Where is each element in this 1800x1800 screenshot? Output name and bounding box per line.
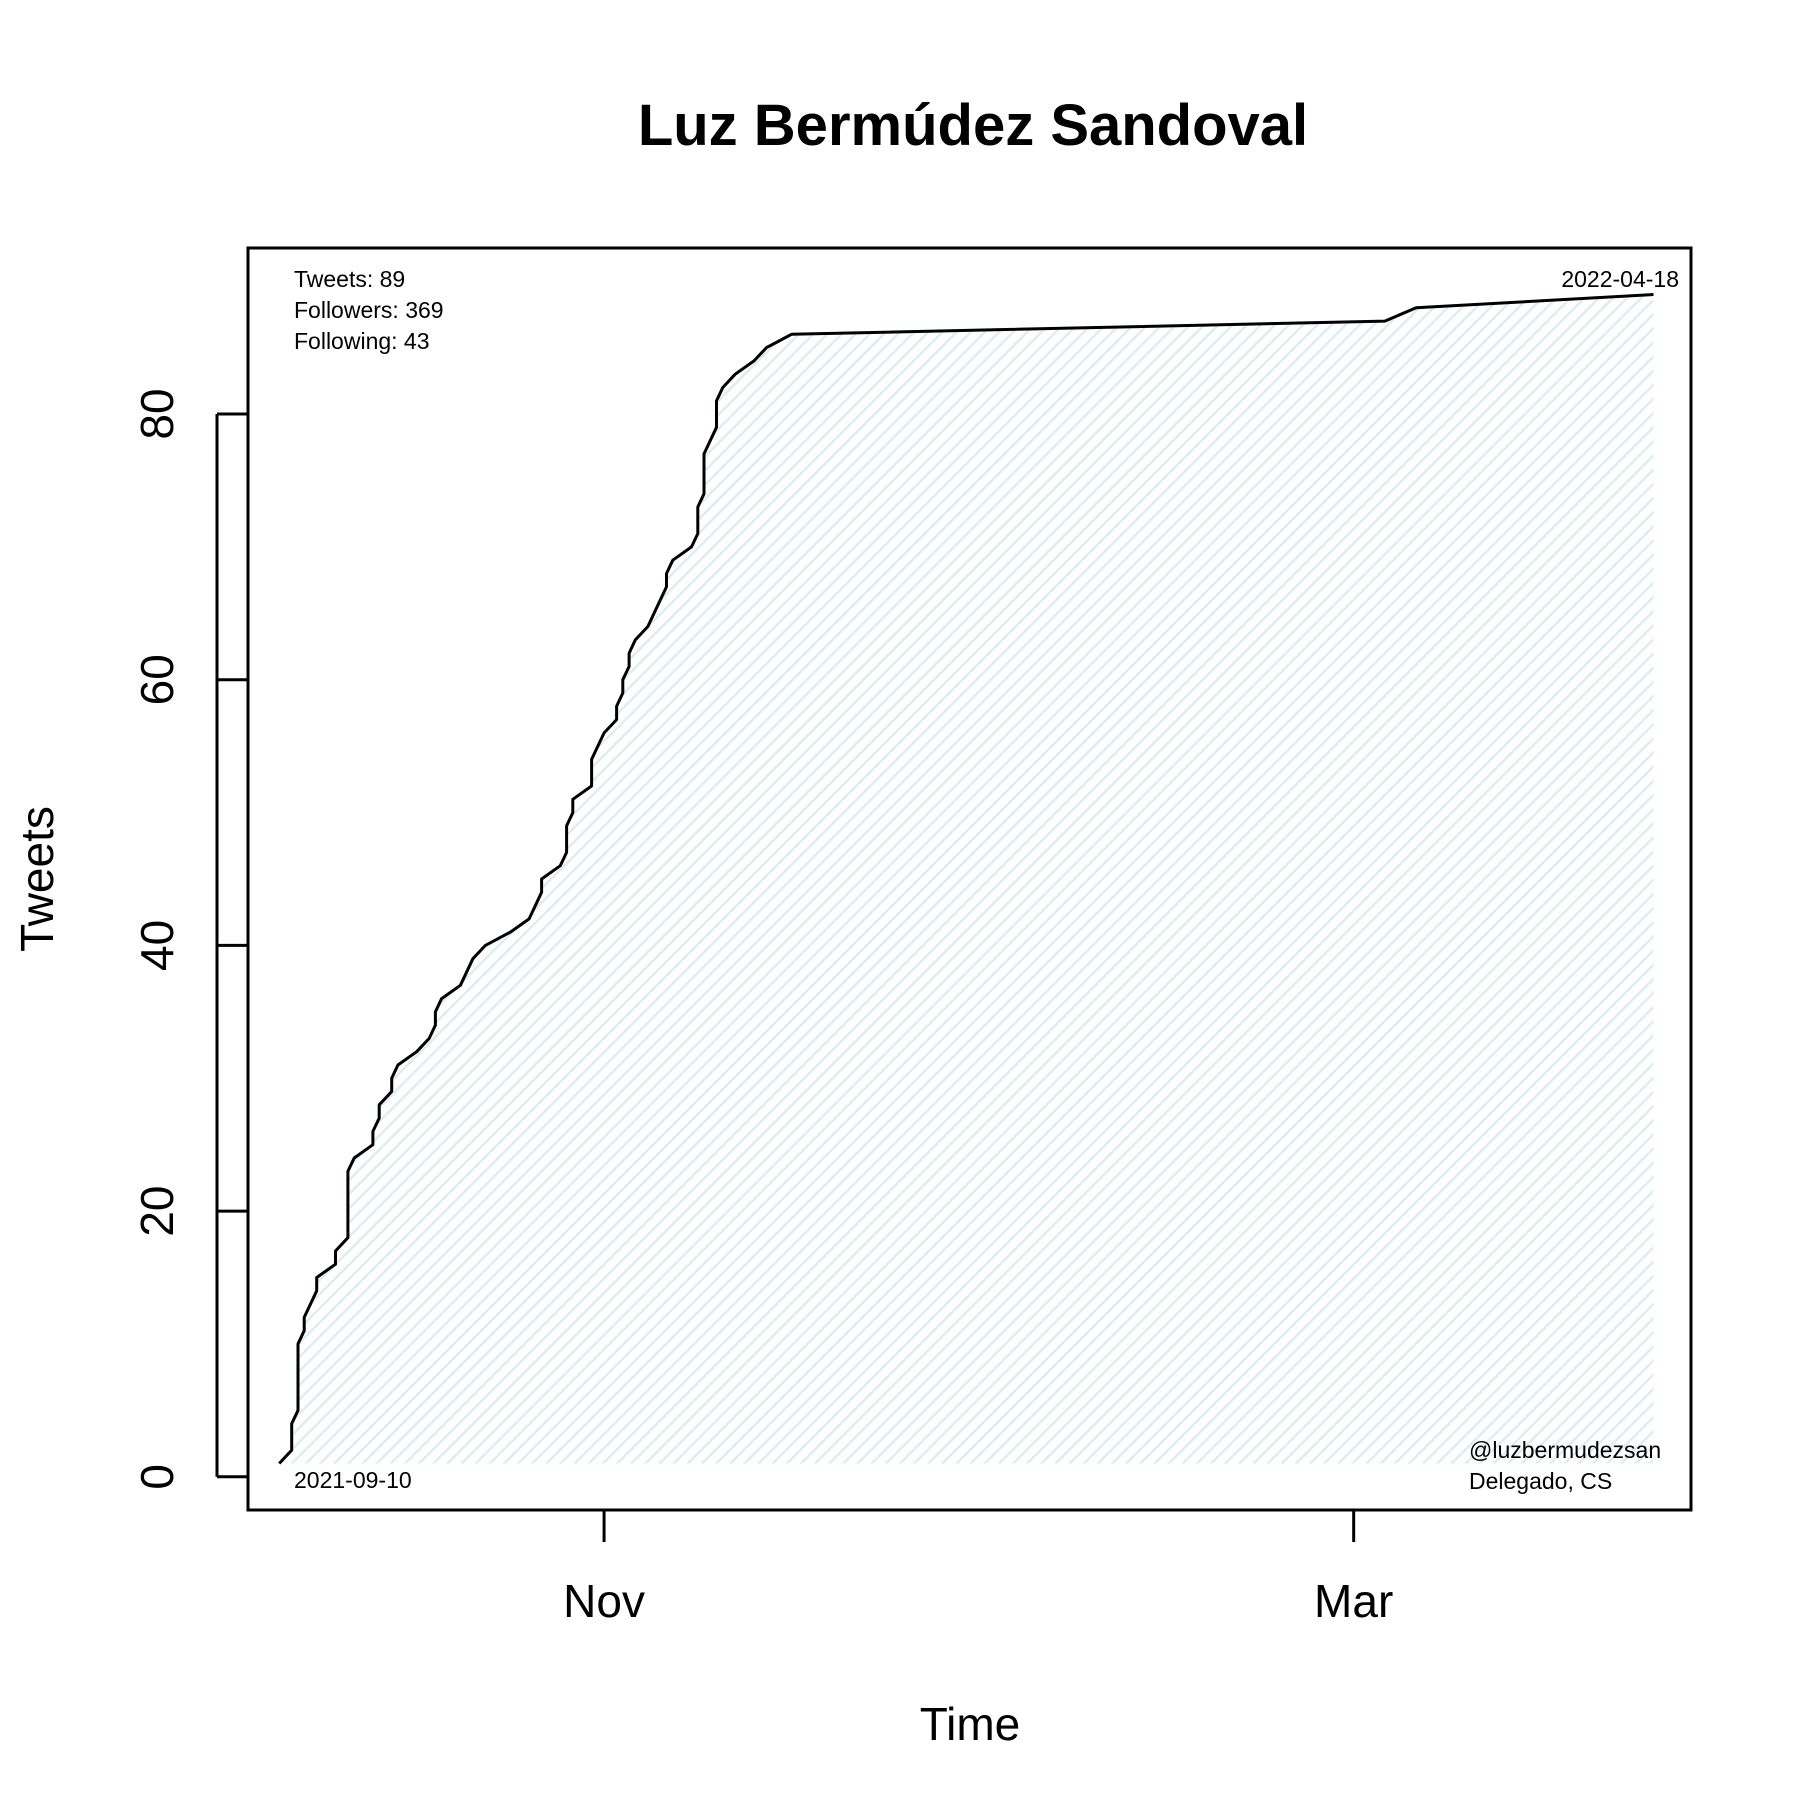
end-date-label: 2022-04-18 — [1561, 266, 1679, 292]
stats-block: Tweets: 89 Followers: 369 Following: 43 — [294, 266, 444, 354]
y-tick-label: 40 — [131, 920, 183, 971]
y-tick-label: 60 — [131, 654, 183, 705]
plot-frame — [246, 246, 1693, 1512]
stat-tweets: Tweets: 89 — [294, 266, 405, 292]
stat-followers: Followers: 369 — [294, 297, 444, 323]
x-tick-label: Nov — [563, 1575, 645, 1627]
stat-following: Following: 43 — [294, 328, 430, 354]
y-axis-title: Tweets — [11, 806, 63, 952]
tweets-series-line — [278, 293, 1654, 1465]
tweets-area-fill — [279, 294, 1654, 1464]
x-axis: Nov Mar — [563, 1510, 1393, 1627]
x-axis-title: Time — [920, 1698, 1021, 1750]
chart-title: Luz Bermúdez Sandoval — [638, 93, 1308, 158]
y-tick-label: 20 — [131, 1186, 183, 1237]
account-affiliation: Delegado, CS — [1469, 1468, 1612, 1494]
x-tick-label: Mar — [1314, 1575, 1393, 1627]
start-date-label: 2021-09-10 — [294, 1467, 412, 1493]
account-handle: @luzbermudezsan — [1469, 1437, 1661, 1463]
y-axis: 0 20 40 60 80 — [131, 388, 248, 1490]
y-tick-label: 0 — [131, 1464, 183, 1490]
y-tick-label: 80 — [131, 388, 183, 439]
